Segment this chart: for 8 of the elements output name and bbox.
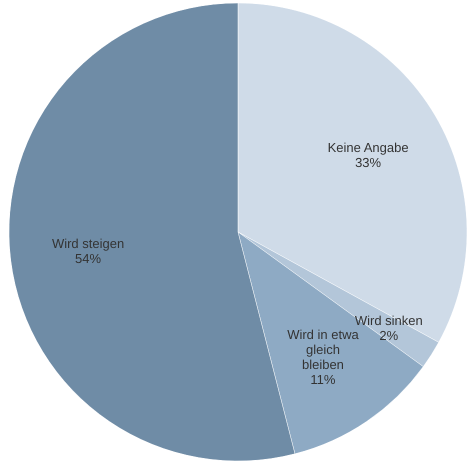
- data-label: 2%: [379, 328, 399, 343]
- slice-label: Keine Angabe: [328, 140, 409, 156]
- slice-label: Wird sinken: [354, 312, 423, 328]
- slice-label: Wird steigen: [52, 236, 124, 251]
- slice-label: Wird in etwa gleich bleiben: [287, 327, 360, 372]
- data-label: 33%: [355, 155, 382, 170]
- data-label: 11%: [310, 372, 336, 388]
- data-label: 54%: [75, 250, 102, 266]
